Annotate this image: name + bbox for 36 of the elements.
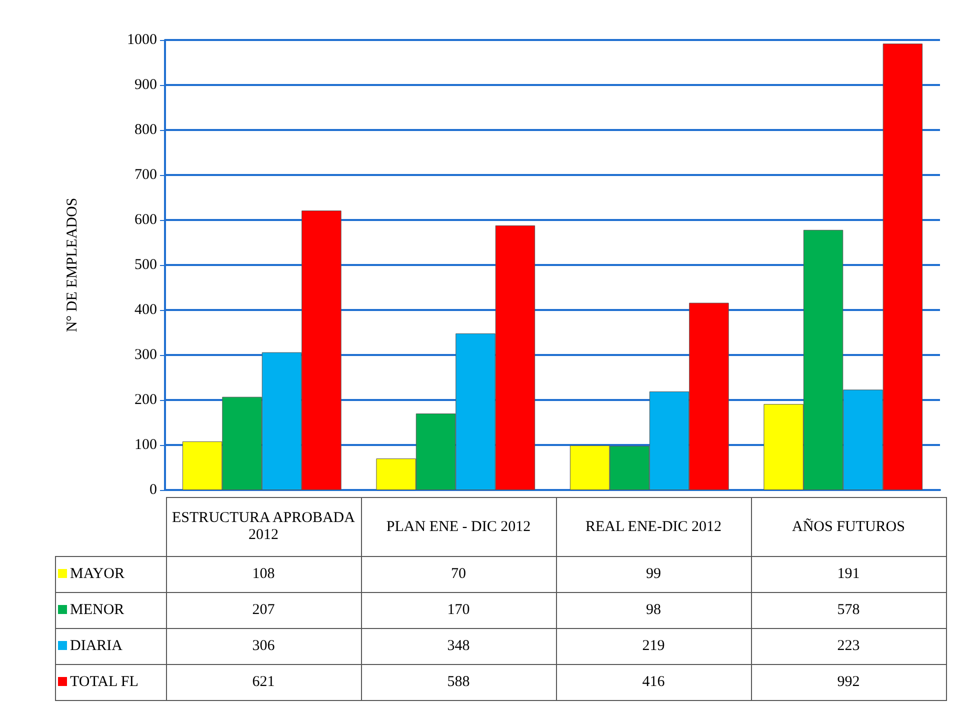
y-tick-label: 1000 bbox=[127, 32, 157, 48]
y-tick-label: 200 bbox=[134, 392, 157, 408]
data-label: 191 bbox=[751, 556, 946, 592]
y-tick-label: 800 bbox=[134, 122, 157, 138]
data-label: 108 bbox=[166, 556, 361, 592]
data-label: 99 bbox=[556, 556, 751, 592]
y-tick-label: 900 bbox=[134, 77, 157, 93]
data-label: 992 bbox=[751, 664, 946, 700]
legend-label: MAYOR bbox=[56, 556, 166, 592]
data-label: 170 bbox=[361, 592, 556, 628]
y-tick-label: 700 bbox=[134, 167, 157, 183]
data-label: 348 bbox=[361, 628, 556, 664]
y-tick-label: 500 bbox=[134, 257, 157, 273]
y-tick-label: 300 bbox=[134, 347, 157, 363]
data-label: 416 bbox=[556, 664, 751, 700]
data-label: 588 bbox=[361, 664, 556, 700]
x-tick-label: ESTRUCTURA APROBADA 2012 bbox=[166, 498, 361, 556]
data-label: 306 bbox=[166, 628, 361, 664]
data-label: 578 bbox=[751, 592, 946, 628]
data-label: 98 bbox=[556, 592, 751, 628]
y-tick-label: 100 bbox=[134, 437, 157, 453]
legend-label: DIARIA bbox=[56, 628, 166, 664]
y-tick-label: 600 bbox=[134, 212, 157, 228]
x-tick-label: PLAN ENE - DIC 2012 bbox=[361, 498, 556, 556]
data-label: 207 bbox=[166, 592, 361, 628]
y-axis-title: N° DE EMPLEADOS bbox=[64, 198, 80, 332]
legend-label: MENOR bbox=[56, 592, 166, 628]
data-label: 223 bbox=[751, 628, 946, 664]
y-tick-label: 0 bbox=[150, 482, 157, 498]
x-tick-label: AÑOS FUTUROS bbox=[751, 498, 946, 556]
legend-label: TOTAL FL bbox=[56, 664, 166, 700]
x-tick-label: REAL ENE-DIC 2012 bbox=[556, 498, 751, 556]
data-label: 70 bbox=[361, 556, 556, 592]
y-tick-label: 400 bbox=[134, 302, 157, 318]
data-label: 621 bbox=[166, 664, 361, 700]
data-label: 219 bbox=[556, 628, 751, 664]
